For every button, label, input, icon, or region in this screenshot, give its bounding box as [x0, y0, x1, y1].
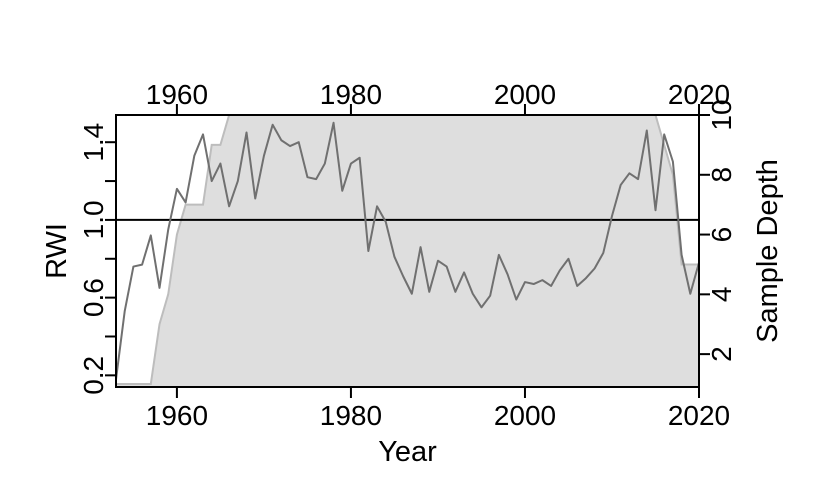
y-tick-label: 0.6 [78, 278, 109, 317]
y2-tick-label: 6 [706, 227, 737, 243]
y-tick-label: 1.0 [78, 200, 109, 239]
y2-tick-label: 4 [706, 287, 737, 303]
sample-depth-area [116, 115, 699, 387]
x-tick-label: 1980 [320, 400, 382, 431]
y-axis-title: RWI [41, 223, 73, 279]
y-tick-label: 1.4 [78, 123, 109, 162]
y2-axis-title: Sample Depth [752, 159, 784, 343]
y2-tick-label: 8 [706, 167, 737, 183]
x-tick-label: 2020 [668, 400, 730, 431]
x-tick-label: 1960 [146, 400, 208, 431]
top-x-tick-label: 2000 [494, 79, 556, 110]
y2-tick-label: 10 [706, 99, 737, 130]
y2-tick-label: 2 [706, 346, 737, 362]
top-x-tick-label: 1980 [320, 79, 382, 110]
sample-depth-layer [116, 114, 699, 387]
rwi-line-layer [115, 121, 700, 380]
plot-frame [115, 114, 700, 388]
top-x-tick-label: 2020 [668, 79, 730, 110]
rwi-series-line [115, 121, 700, 380]
y-tick-label: 0.2 [78, 356, 109, 395]
x-axis-title: Year [378, 436, 437, 468]
axes-layer: 1960 1960 1980 1980 2000 2000 2020 2020 0.2 0.6 1.… [78, 79, 737, 431]
top-x-tick-label: 1960 [146, 79, 208, 110]
x-tick-label: 2000 [494, 400, 556, 431]
sample-depth-edge [116, 114, 699, 386]
